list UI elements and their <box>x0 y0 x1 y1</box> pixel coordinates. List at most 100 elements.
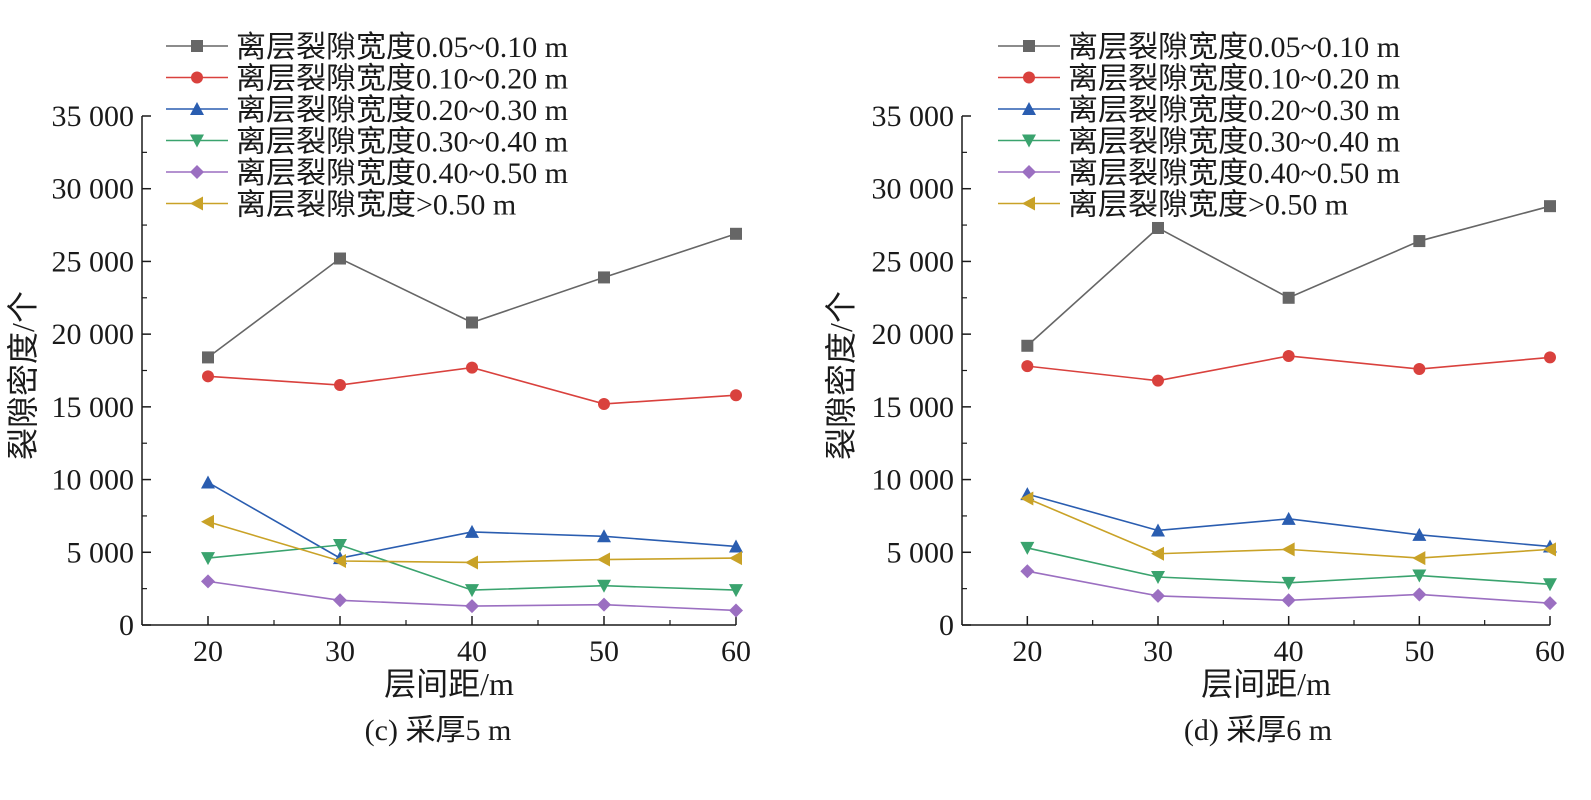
data-point <box>730 389 742 402</box>
x-tick-label: 20 <box>1012 635 1042 668</box>
x-axis-title: 层间距/m <box>1201 666 1331 702</box>
data-point <box>1151 523 1165 537</box>
legend-marker <box>190 165 204 179</box>
legend-label: 离层裂隙宽度0.30~0.40 m <box>236 126 568 159</box>
y-tick-label: 35 000 <box>872 100 955 133</box>
x-tick-label: 40 <box>457 635 487 668</box>
legend-label: 离层裂隙宽度0.40~0.50 m <box>236 157 568 190</box>
y-tick-label: 25 000 <box>872 245 955 278</box>
y-tick-label: 0 <box>119 609 134 642</box>
data-point <box>201 574 215 589</box>
y-tick-label: 5 000 <box>67 536 135 569</box>
series-line <box>207 233 737 359</box>
x-tick-label: 50 <box>1404 635 1434 668</box>
data-point <box>597 579 611 593</box>
data-point <box>202 370 214 383</box>
y-tick-label: 20 000 <box>872 318 955 351</box>
data-point <box>1020 564 1035 579</box>
x-axis-title: 层间距/m <box>384 666 514 702</box>
y-tick-label: 5 000 <box>887 536 955 569</box>
data-point <box>1281 511 1296 525</box>
legend-marker <box>190 134 204 148</box>
data-point <box>1413 235 1426 248</box>
legend-label: 离层裂隙宽度0.30~0.40 m <box>1068 126 1400 159</box>
data-point <box>333 593 347 608</box>
x-tick-label: 50 <box>589 635 619 668</box>
data-point <box>730 227 742 240</box>
legend-label: 离层裂隙宽度>0.50 m <box>236 189 516 222</box>
y-tick-label: 15 000 <box>52 391 135 424</box>
x-tick-label: 40 <box>1274 635 1304 668</box>
data-point <box>1282 349 1295 362</box>
series-line <box>1026 205 1551 347</box>
data-point <box>1413 363 1426 376</box>
data-point <box>1021 339 1034 352</box>
x-tick-label: 30 <box>325 635 355 668</box>
x-tick-label: 60 <box>1535 635 1565 668</box>
data-point <box>1151 588 1165 603</box>
data-point <box>465 584 479 598</box>
y-tick-label: 25 000 <box>52 245 135 278</box>
data-point <box>1282 291 1295 304</box>
data-point <box>333 539 347 553</box>
data-point <box>1543 578 1557 592</box>
y-tick-label: 0 <box>939 609 954 642</box>
data-point <box>598 271 610 284</box>
data-point <box>1412 527 1427 541</box>
data-point <box>1543 542 1556 557</box>
legend-marker <box>1022 196 1035 211</box>
data-point <box>729 584 743 598</box>
data-point <box>465 555 478 570</box>
x-tick-label: 20 <box>193 635 223 668</box>
y-tick-label: 20 000 <box>52 318 135 351</box>
legend-label: 离层裂隙宽度0.10~0.20 m <box>236 63 568 96</box>
chart-panel-c: 0 5 000 10 000 15 000 20 000 25 000 30 000 35 0… <box>5 31 751 747</box>
data-point <box>465 524 479 538</box>
legend-label: 离层裂隙宽度0.20~0.30 m <box>236 94 568 127</box>
data-point <box>729 539 743 553</box>
legend-marker <box>190 196 203 211</box>
data-point <box>201 514 214 529</box>
series-line <box>207 544 737 591</box>
data-point <box>597 529 611 543</box>
x-tick-label: 60 <box>721 635 751 668</box>
data-point <box>729 551 742 566</box>
data-point <box>334 379 346 392</box>
panel-caption: (d) 采厚6 m <box>1184 714 1332 747</box>
x-tick-label: 30 <box>1143 635 1173 668</box>
data-point <box>1021 360 1034 373</box>
data-point <box>202 351 214 364</box>
data-point <box>1412 569 1427 583</box>
legend-label: 离层裂隙宽度0.10~0.20 m <box>1068 63 1400 96</box>
data-point <box>1412 551 1426 566</box>
data-point <box>1152 374 1164 387</box>
data-point <box>333 554 346 569</box>
data-point <box>1543 596 1557 611</box>
data-point <box>729 603 743 618</box>
legend-label: 离层裂隙宽度>0.50 m <box>1068 189 1348 222</box>
data-point <box>465 599 479 614</box>
legend-marker <box>1022 102 1036 115</box>
series-line <box>207 481 737 559</box>
data-point <box>597 597 611 612</box>
data-point <box>1281 542 1295 557</box>
y-tick-label: 30 000 <box>872 173 955 206</box>
legend-label: 离层裂隙宽度0.40~0.50 m <box>1068 157 1400 190</box>
y-axis-title: 裂隙密度/个 <box>823 291 859 460</box>
data-point <box>597 552 610 567</box>
legend-label: 离层裂隙宽度0.05~0.10 m <box>1068 31 1400 64</box>
y-tick-label: 10 000 <box>52 464 135 497</box>
legend-marker <box>190 102 204 115</box>
y-tick-label: 30 000 <box>52 173 135 206</box>
data-point <box>1412 587 1427 602</box>
legend-marker <box>1023 40 1035 52</box>
legend-marker <box>191 71 203 84</box>
data-point <box>1020 541 1035 555</box>
data-point <box>466 361 478 374</box>
data-point <box>334 252 346 265</box>
y-axis-title: 裂隙密度/个 <box>5 291 41 460</box>
data-point <box>1544 351 1556 364</box>
y-tick-label: 15 000 <box>872 391 955 424</box>
legend-marker <box>191 40 203 52</box>
